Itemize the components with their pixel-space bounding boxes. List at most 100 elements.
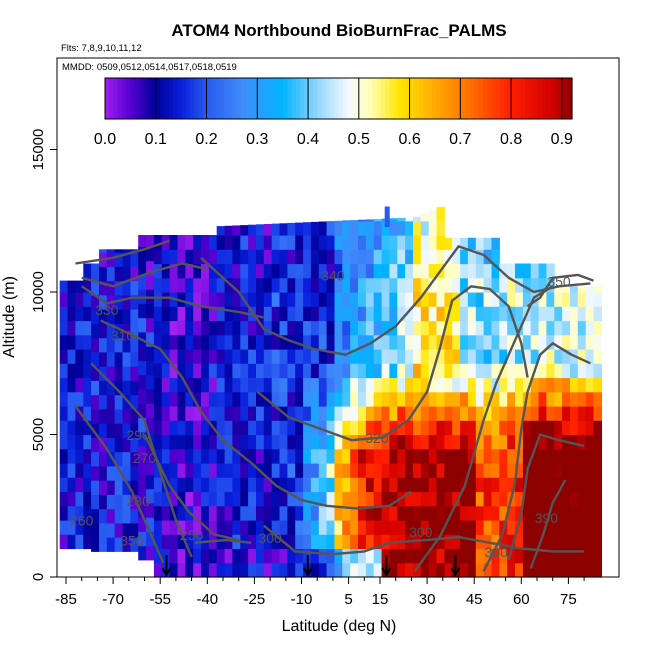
heatmap-cell xyxy=(75,420,84,436)
heatmap-cell xyxy=(208,363,218,379)
contour-label: 320 xyxy=(365,430,389,446)
heatmap-cell xyxy=(334,249,343,265)
heatmap-cell xyxy=(201,306,210,322)
heatmap-cell xyxy=(562,349,571,364)
heatmap-cell xyxy=(326,249,336,265)
heatmap-cell xyxy=(153,306,163,322)
heatmap-cell xyxy=(420,363,430,379)
heatmap-cell xyxy=(106,508,116,524)
heatmap-cell xyxy=(546,491,555,507)
heatmap-cell xyxy=(271,448,281,464)
heatmap-cell xyxy=(177,491,186,507)
heatmap-cell xyxy=(491,349,500,364)
heatmap-cell xyxy=(248,520,257,535)
heatmap-cell xyxy=(153,277,163,293)
heatmap-cell xyxy=(193,448,202,464)
heatmap-cell xyxy=(515,363,524,379)
heatmap-cell xyxy=(405,448,414,464)
heatmap-cell xyxy=(577,534,587,550)
heatmap-cell xyxy=(413,277,422,293)
heatmap-cell xyxy=(554,292,563,307)
heatmap-cell xyxy=(146,474,155,490)
heatmap-cell xyxy=(216,320,226,336)
heatmap-cell xyxy=(263,306,273,322)
heatmap-cell xyxy=(460,562,469,578)
heatmap-cell xyxy=(515,277,524,293)
heatmap-cell xyxy=(232,391,241,407)
heatmap-cell xyxy=(138,403,147,418)
heatmap-cell xyxy=(169,249,178,265)
heatmap-cell xyxy=(491,477,500,493)
contour-label: 300 xyxy=(409,524,433,540)
heatmap-cell xyxy=(318,363,328,379)
heatmap-cell xyxy=(287,534,296,550)
heatmap-cell xyxy=(122,394,131,410)
heatmap-cell xyxy=(570,406,579,421)
heatmap-cell xyxy=(515,377,524,393)
heatmap-cell xyxy=(177,391,186,407)
heatmap-cell xyxy=(67,391,77,407)
heatmap-cell xyxy=(475,548,485,564)
heatmap-cell xyxy=(452,320,461,336)
heatmap-cell xyxy=(460,548,469,564)
heatmap-cell xyxy=(389,277,398,293)
heatmap-cell xyxy=(287,477,296,493)
heatmap-cell xyxy=(169,448,178,464)
heatmap-cell xyxy=(491,249,500,265)
heatmap-cell xyxy=(193,377,202,393)
heatmap-cell xyxy=(83,277,92,293)
heatmap-cell xyxy=(326,292,336,307)
colorbar-swatch xyxy=(461,78,467,119)
heatmap-cell xyxy=(326,534,336,550)
heatmap-cell xyxy=(130,252,139,267)
heatmap-cell xyxy=(138,303,147,319)
heatmap-cell xyxy=(334,263,343,279)
colorbar-swatch xyxy=(546,78,552,119)
heatmap-cell xyxy=(240,263,249,279)
heatmap-cell xyxy=(483,263,493,279)
heatmap-cell xyxy=(538,349,548,364)
heatmap-cell xyxy=(67,363,77,379)
heatmap-cell xyxy=(295,235,304,250)
heatmap-cell xyxy=(397,363,406,379)
heatmap-cell xyxy=(224,277,234,293)
heatmap-cell xyxy=(287,391,296,407)
heatmap-cell xyxy=(232,306,241,322)
heatmap-cell xyxy=(593,448,602,464)
heatmap-cell xyxy=(122,249,131,253)
heatmap-cell xyxy=(365,491,375,507)
colorbar-swatch xyxy=(211,78,216,119)
heatmap-cell xyxy=(467,237,477,250)
heatmap-cell xyxy=(499,292,508,307)
heatmap-cell xyxy=(153,292,163,307)
heatmap-cell xyxy=(279,334,288,350)
heatmap-cell xyxy=(263,463,273,478)
heatmap-cell xyxy=(130,351,139,367)
heatmap-cell xyxy=(279,448,288,464)
heatmap-cell xyxy=(318,491,328,507)
heatmap-cell xyxy=(397,320,406,336)
heatmap-cell xyxy=(397,406,406,421)
heatmap-cell xyxy=(405,520,414,535)
colorbar-swatch xyxy=(482,78,488,119)
heatmap-cell xyxy=(318,292,328,307)
heatmap-cell xyxy=(122,522,131,538)
heatmap-cell xyxy=(177,377,186,393)
heatmap-cell xyxy=(460,277,469,293)
heatmap-cell xyxy=(185,349,194,364)
heatmap-cell xyxy=(201,448,210,464)
heatmap-cell xyxy=(114,423,124,438)
heatmap-cell xyxy=(99,522,108,538)
heatmap-cell xyxy=(397,349,406,364)
heatmap-cell xyxy=(358,320,367,336)
heatmap-cell xyxy=(169,434,178,450)
heatmap-cell xyxy=(248,391,257,407)
heatmap-cell xyxy=(248,448,257,464)
heatmap-cell xyxy=(515,505,524,521)
heatmap-cell xyxy=(593,349,602,364)
heatmap-cell xyxy=(224,463,234,478)
heatmap-cell xyxy=(216,463,226,478)
heatmap-cell xyxy=(444,377,453,393)
heatmap-cell xyxy=(570,320,579,336)
heatmap-cell xyxy=(75,377,84,393)
